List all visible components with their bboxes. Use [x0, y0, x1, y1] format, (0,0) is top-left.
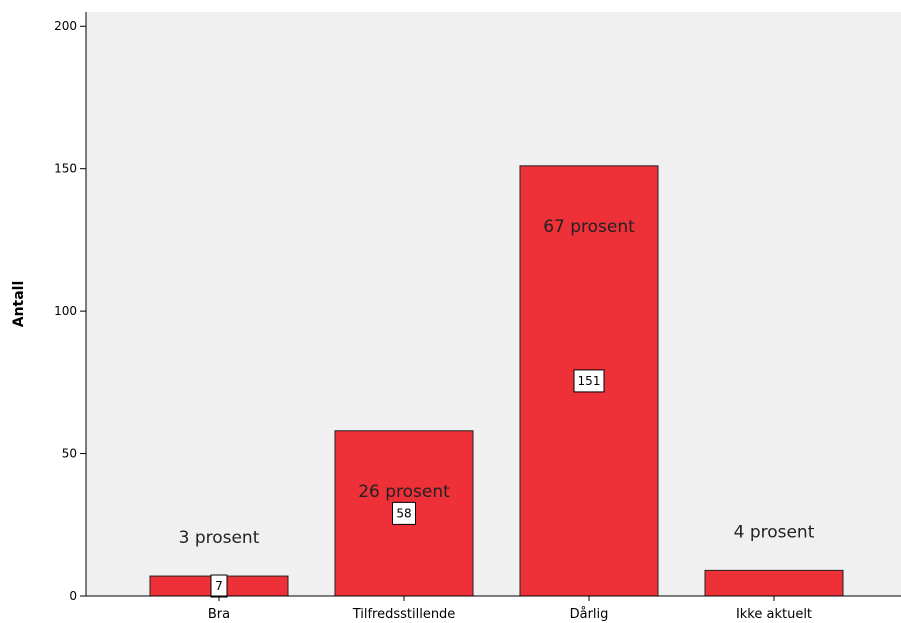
x-axis: Bra Tilfredsstillende Dårlig Ikke aktuelt — [86, 595, 901, 622]
y-axis: 0 50 100 150 200 — [54, 12, 87, 603]
x-tick-label: Bra — [208, 607, 230, 622]
y-tick-label: 0 — [69, 589, 77, 603]
percent-label: 3 prosent — [179, 528, 260, 548]
x-tick-label: Dårlig — [570, 607, 609, 622]
y-tick-label: 50 — [62, 447, 77, 461]
value-label-box — [573, 369, 605, 393]
value-label-box — [392, 501, 416, 525]
percent-label: 26 prosent — [358, 482, 450, 502]
plot-area — [86, 12, 901, 596]
percent-label: 4 prosent — [734, 522, 815, 542]
y-tick-label: 100 — [54, 304, 77, 318]
value-label: 7 — [215, 579, 223, 593]
bar — [704, 569, 844, 597]
y-tick-label: 200 — [54, 19, 77, 33]
percent-label: 67 prosent — [543, 217, 635, 237]
bars: 7 3 prosent 58 26 prosent 151 67 prosent 4 pro… — [149, 165, 844, 598]
y-tick-label: 150 — [54, 162, 77, 176]
value-label: 151 — [578, 374, 601, 388]
value-label: 58 — [396, 506, 411, 520]
x-tick-label: Ikke aktuelt — [736, 607, 812, 622]
x-tick-label: Tilfredsstillende — [352, 607, 456, 622]
y-axis-title: Antall — [11, 281, 27, 328]
